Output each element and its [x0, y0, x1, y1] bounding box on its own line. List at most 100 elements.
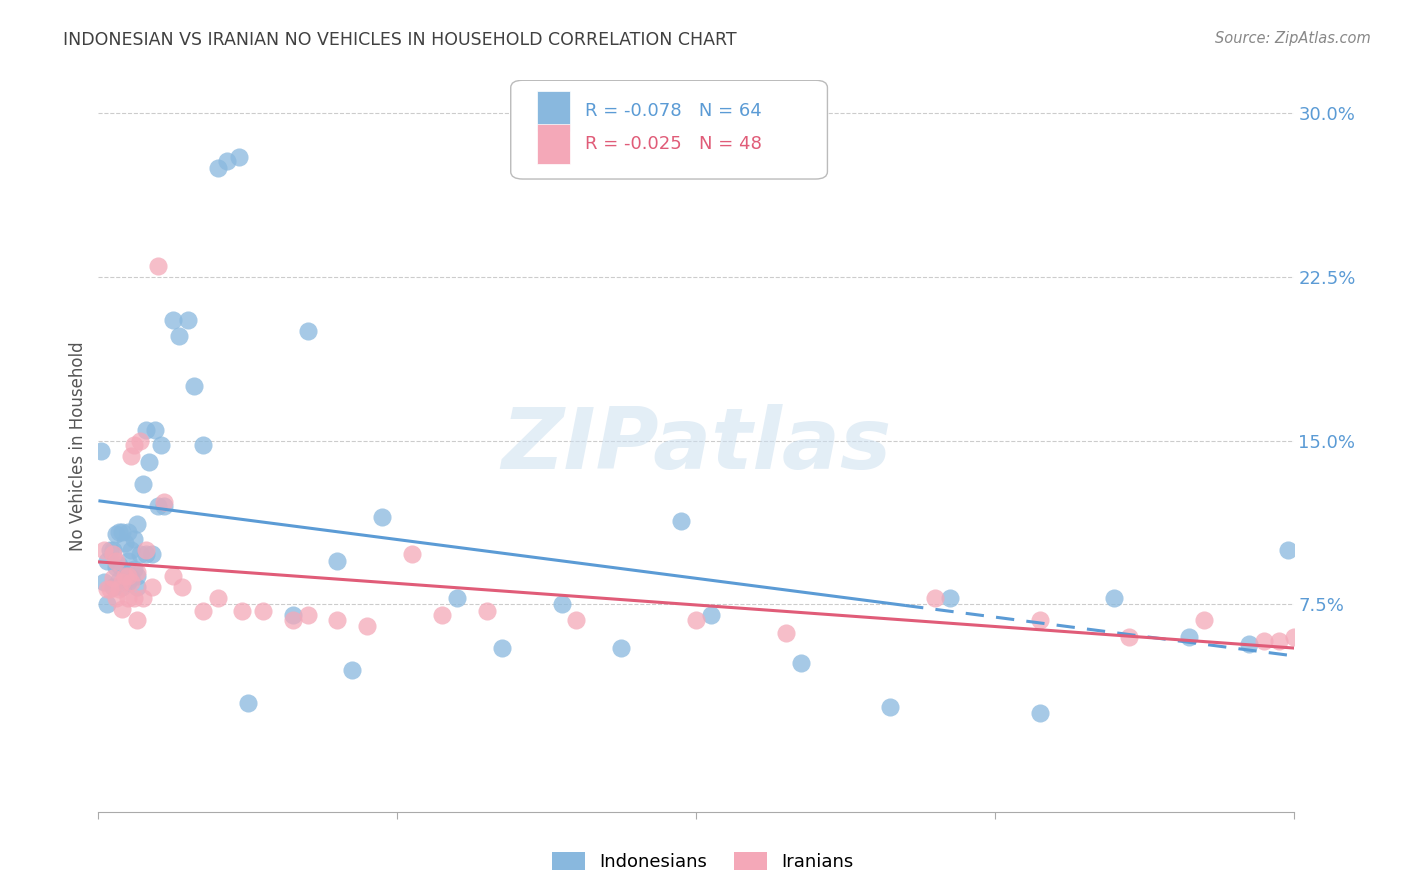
- Point: [117, 525, 139, 540]
- Point: [143, 423, 166, 437]
- Point: [1267, 634, 1289, 648]
- Point: [114, 574, 136, 588]
- Point: [1028, 613, 1050, 627]
- Point: [135, 547, 157, 561]
- Point: [108, 582, 131, 596]
- Point: [685, 613, 707, 627]
- Point: [177, 313, 200, 327]
- Point: [111, 525, 134, 540]
- Point: [127, 516, 149, 531]
- Point: [96, 582, 118, 596]
- Point: [120, 575, 142, 590]
- Point: [700, 608, 723, 623]
- Text: INDONESIAN VS IRANIAN NO VEHICLES IN HOUSEHOLD CORRELATION CHART: INDONESIAN VS IRANIAN NO VEHICLES IN HOU…: [63, 31, 737, 49]
- Point: [924, 591, 946, 605]
- Point: [117, 575, 139, 590]
- Point: [297, 608, 319, 623]
- Point: [939, 591, 962, 605]
- Point: [153, 494, 176, 508]
- Point: [1192, 613, 1215, 627]
- Point: [105, 591, 128, 605]
- Point: [1028, 706, 1050, 721]
- Point: [124, 438, 146, 452]
- Point: [141, 580, 163, 594]
- Point: [475, 604, 498, 618]
- Point: [103, 542, 125, 557]
- Point: [342, 663, 364, 677]
- Point: [669, 514, 692, 528]
- Point: [127, 565, 149, 579]
- Point: [281, 613, 304, 627]
- Point: [120, 542, 142, 557]
- Point: [108, 525, 131, 540]
- Point: [129, 434, 152, 448]
- Legend: Indonesians, Iranians: Indonesians, Iranians: [546, 845, 860, 879]
- Bar: [537, 124, 571, 164]
- Point: [120, 571, 142, 585]
- Point: [98, 542, 122, 557]
- Point: [103, 580, 125, 594]
- Point: [127, 580, 149, 594]
- Y-axis label: No Vehicles in Household: No Vehicles in Household: [69, 341, 87, 551]
- Point: [430, 608, 453, 623]
- Point: [183, 379, 205, 393]
- Point: [162, 313, 184, 327]
- Text: R = -0.078   N = 64: R = -0.078 N = 64: [585, 102, 762, 120]
- Point: [105, 560, 128, 574]
- Point: [371, 510, 394, 524]
- Point: [153, 499, 176, 513]
- Point: [191, 438, 214, 452]
- Point: [148, 259, 170, 273]
- Point: [114, 569, 136, 583]
- Point: [1253, 634, 1275, 648]
- Point: [108, 558, 131, 572]
- Point: [1277, 542, 1299, 557]
- Point: [132, 477, 155, 491]
- Point: [610, 640, 633, 655]
- Point: [103, 547, 125, 561]
- Point: [148, 499, 170, 513]
- Point: [207, 591, 229, 605]
- Point: [1104, 591, 1126, 605]
- Point: [93, 575, 115, 590]
- Point: [141, 547, 163, 561]
- Point: [775, 625, 797, 640]
- Point: [114, 536, 136, 550]
- Point: [96, 554, 118, 568]
- Point: [1118, 630, 1140, 644]
- Point: [162, 569, 184, 583]
- Point: [172, 580, 194, 594]
- Point: [281, 608, 304, 623]
- Point: [326, 613, 349, 627]
- Point: [132, 591, 155, 605]
- Point: [117, 591, 139, 605]
- Point: [117, 554, 139, 568]
- Point: [90, 444, 112, 458]
- Point: [117, 569, 139, 583]
- Point: [98, 582, 122, 596]
- Text: ZIPatlas: ZIPatlas: [501, 404, 891, 488]
- Point: [135, 423, 157, 437]
- Point: [124, 532, 146, 546]
- Point: [135, 542, 157, 557]
- Point: [446, 591, 468, 605]
- Point: [103, 571, 125, 585]
- Point: [129, 547, 152, 561]
- Point: [215, 154, 238, 169]
- Point: [252, 604, 274, 618]
- Point: [1237, 637, 1260, 651]
- Point: [1282, 630, 1305, 644]
- Point: [93, 542, 115, 557]
- Point: [105, 527, 128, 541]
- Point: [111, 601, 134, 615]
- Point: [138, 455, 160, 469]
- Point: [1178, 630, 1201, 644]
- Point: [120, 449, 142, 463]
- Point: [236, 696, 259, 710]
- Point: [191, 604, 214, 618]
- Point: [167, 328, 190, 343]
- Point: [124, 591, 146, 605]
- Point: [127, 569, 149, 583]
- Point: [150, 438, 173, 452]
- Point: [491, 640, 513, 655]
